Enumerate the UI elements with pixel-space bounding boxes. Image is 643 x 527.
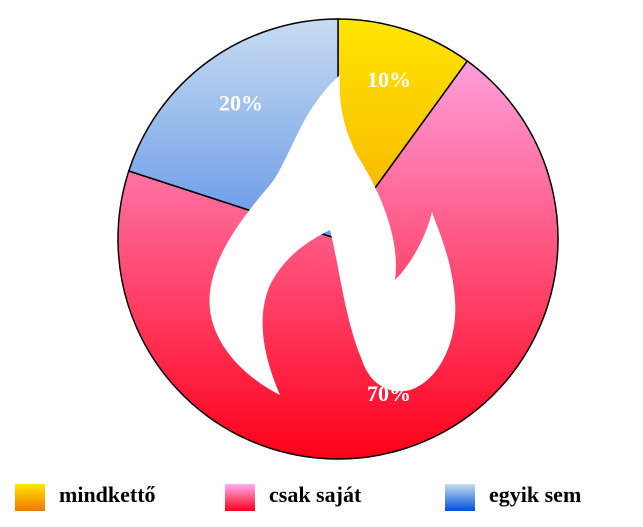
legend-swatch [15, 484, 45, 511]
pie-label: 70% [367, 381, 411, 406]
pie-label: 20% [219, 91, 263, 116]
legend-swatch [445, 484, 475, 511]
flame-decoration [209, 75, 456, 395]
legend-label: egyik sem [489, 482, 581, 507]
legend: mindkettő csak saját egyik sem [15, 482, 581, 511]
legend-swatch [225, 484, 255, 511]
pie-label: 10% [367, 67, 411, 92]
legend-label: mindkettő [59, 482, 156, 507]
legend-label: csak saját [269, 482, 362, 507]
